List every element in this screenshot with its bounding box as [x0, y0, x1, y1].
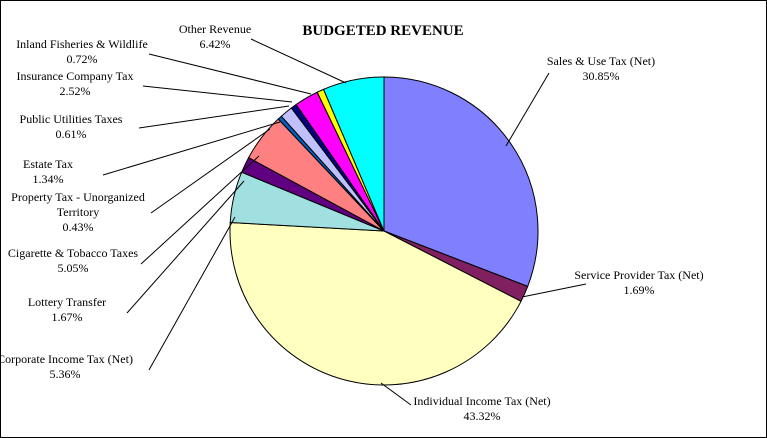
slice-percent-label: 2.52%: [60, 84, 91, 98]
leader-line: [505, 72, 550, 147]
leader-line: [150, 128, 271, 214]
slice-name-label: Lottery Transfer: [28, 295, 106, 309]
slice-percent-label: 1.67%: [52, 310, 83, 324]
slice-name-label: Sales & Use Tax (Net): [547, 54, 655, 68]
leader-line: [102, 121, 281, 176]
slice-percent-label: 1.69%: [624, 283, 655, 297]
slice-percent-label: 0.43%: [63, 220, 94, 234]
leader-line: [126, 180, 245, 314]
slice-labels: Sales & Use Tax (Net)30.85% Service Provi…: [1, 22, 704, 423]
slice-percent-label: 5.36%: [50, 367, 81, 381]
slice-name-label: Individual Income Tax (Net): [413, 394, 550, 408]
slice-percent-label: 30.85%: [583, 69, 620, 83]
slice-percent-label: 1.34%: [33, 172, 64, 186]
leader-line: [521, 283, 587, 298]
slice-percent-label: 43.32%: [464, 409, 501, 423]
slice-name-label: Public Utilities Taxes: [20, 112, 123, 126]
leader-line: [148, 53, 312, 95]
leader-line: [140, 155, 260, 265]
slice-name-label: Insurance Company Tax: [17, 69, 134, 83]
slice-name-label: Estate Tax: [23, 157, 73, 171]
leader-line: [250, 38, 347, 84]
slice-name-label: Other Revenue: [179, 22, 251, 36]
slice-name-label: Inland Fisheries & Wildlife: [16, 37, 148, 51]
slice-percent-label: 5.05%: [58, 261, 89, 275]
slice-name-label: Territory: [57, 205, 99, 219]
slice-name-label: Property Tax - Unorganized: [11, 190, 145, 204]
leader-line: [138, 105, 290, 129]
leader-line: [148, 216, 236, 371]
pie-slice: [229, 222, 522, 386]
leader-line: [142, 85, 293, 103]
slice-name-label: Cigarette & Tobacco Taxes: [8, 246, 138, 260]
leader-lines: [102, 38, 587, 406]
leader-line: [380, 382, 412, 406]
slice-percent-label: 0.61%: [56, 127, 87, 141]
chart-title: BUDGETED REVENUE: [302, 23, 463, 39]
pie-slices: [229, 76, 539, 386]
pie-slice: [322, 76, 385, 232]
pie-slice: [383, 76, 539, 288]
slice-name-label: Service Provider Tax (Net): [574, 268, 703, 282]
slice-percent-label: 6.42%: [200, 37, 231, 51]
slice-percent-label: 0.72%: [67, 52, 98, 66]
slice-name-label: Corporate Income Tax (Net): [1, 352, 133, 366]
